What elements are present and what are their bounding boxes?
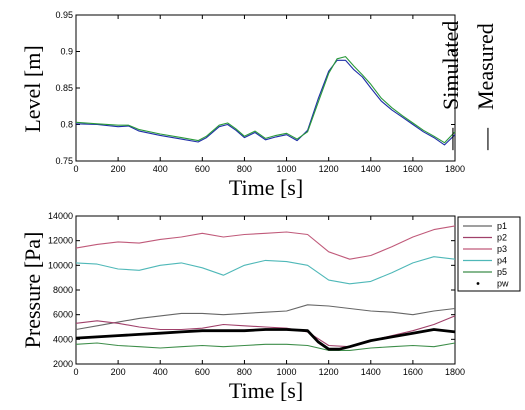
level-legend: — Simulated — Measured xyxy=(438,21,498,151)
pressure-xtick-label: 1200 xyxy=(319,367,339,377)
pressure-series-p5 xyxy=(75,342,456,351)
pressure-xtick-label: 800 xyxy=(237,367,252,377)
level-series-measured xyxy=(75,56,456,144)
pressure-chart-xlabel: Time [s] xyxy=(229,378,303,403)
pressure-ytick-label: 12000 xyxy=(48,236,73,246)
pressure-series-p2 xyxy=(75,315,456,348)
legend-label-pw: pw xyxy=(497,279,509,289)
level-ytick-label: 0.9 xyxy=(60,47,73,57)
pressure-ytick-label: 6000 xyxy=(53,310,73,320)
pressure-xtick-label: 1400 xyxy=(361,367,381,377)
pressure-xtick-label: 1800 xyxy=(445,367,465,377)
pressure-series-pw xyxy=(75,328,456,351)
pressure-ytick-label: 14000 xyxy=(48,211,73,221)
pressure-xtick-label: 1600 xyxy=(403,367,423,377)
pressure-xtick-label: 0 xyxy=(73,367,78,377)
pressure-xtick-label: 200 xyxy=(111,367,126,377)
level-chart-ticks: 0 200 400 600 800 1000 1200 1400 1600 1800 0.75 0.8… xyxy=(55,10,465,174)
level-chart-series xyxy=(75,56,456,146)
pressure-ytick-label: 10000 xyxy=(48,260,73,270)
level-ytick-label: 0.95 xyxy=(55,10,73,20)
pressure-xtick-label: 1000 xyxy=(277,367,297,377)
level-xtick-label: 1400 xyxy=(361,164,381,174)
pressure-chart-ticks: 0 200 400 600 800 1000 1200 1400 1600 1800 2000 400… xyxy=(48,211,465,377)
legend-mark-measured: — xyxy=(473,127,498,151)
level-chart-frame xyxy=(75,14,456,162)
level-ytick-label: 0.85 xyxy=(55,83,73,93)
pressure-series-p4 xyxy=(75,256,456,285)
level-series-simulated xyxy=(75,59,456,146)
level-xtick-label: 1800 xyxy=(445,164,465,174)
pressure-series-p1 xyxy=(75,304,456,331)
pressure-ytick-label: 8000 xyxy=(53,285,73,295)
legend-mark-simulated: — xyxy=(438,127,463,151)
pressure-chart-frame xyxy=(75,215,456,365)
level-xtick-label: 1600 xyxy=(403,164,423,174)
level-xtick-label: 600 xyxy=(195,164,210,174)
pressure-legend-box xyxy=(457,216,521,292)
level-xtick-label: 1200 xyxy=(319,164,339,174)
pressure-series-p3 xyxy=(75,225,456,260)
level-xtick-label: 1000 xyxy=(277,164,297,174)
pressure-ytick-label: 2000 xyxy=(53,359,73,369)
legend-label-p4: p4 xyxy=(497,256,507,266)
pressure-xtick-label: 600 xyxy=(195,367,210,377)
level-chart-xlabel: Time [s] xyxy=(229,175,303,200)
level-ytick-label: 0.8 xyxy=(60,120,73,130)
level-xtick-label: 800 xyxy=(237,164,252,174)
legend-label-p3: p3 xyxy=(497,244,507,254)
level-chart-ylabel: Level [m] xyxy=(20,45,45,132)
legend-label-measured: Measured xyxy=(473,23,498,110)
legend-marker-pw xyxy=(476,282,480,285)
legend-label-p2: p2 xyxy=(497,233,507,243)
level-xtick-label: 400 xyxy=(153,164,168,174)
legend-label-simulated: Simulated xyxy=(438,21,463,110)
level-xtick-label: 200 xyxy=(111,164,126,174)
pressure-xtick-label: 400 xyxy=(153,367,168,377)
legend-label-p5: p5 xyxy=(497,267,507,277)
pressure-chart-series xyxy=(75,225,456,351)
level-xtick-label: 0 xyxy=(73,164,78,174)
pressure-ytick-label: 4000 xyxy=(53,334,73,344)
level-ytick-label: 0.75 xyxy=(55,156,73,166)
pressure-chart-ylabel: Pressure [Pa] xyxy=(20,232,45,349)
legend-label-p1: p1 xyxy=(497,221,507,231)
